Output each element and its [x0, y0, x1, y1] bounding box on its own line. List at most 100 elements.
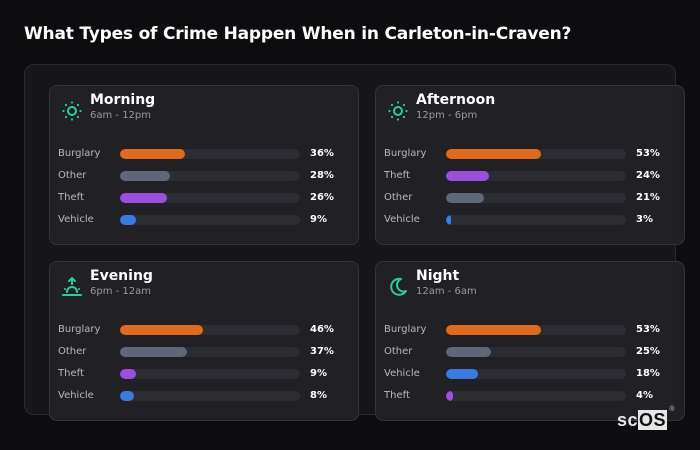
card-time-range: 12am - 6am [416, 286, 477, 297]
bar-fill [120, 325, 203, 335]
sun-icon [62, 101, 82, 121]
bar-track [446, 149, 626, 159]
crime-type-label: Vehicle [58, 390, 94, 401]
crime-type-label: Burglary [384, 324, 427, 335]
bar-fill [120, 171, 171, 181]
crime-row: Vehicle 9% [50, 213, 358, 227]
bar-fill [120, 149, 185, 159]
bar-track [446, 215, 626, 225]
moon-icon [390, 277, 407, 296]
bar-track [120, 391, 300, 401]
crime-row: Theft 9% [50, 367, 358, 381]
sunset-icon [62, 277, 82, 296]
crime-row: Other 37% [50, 345, 358, 359]
logo-sc: sc [617, 409, 639, 430]
crime-row: Burglary 36% [50, 147, 358, 161]
crime-type-label: Other [58, 170, 87, 181]
bar-fill [446, 171, 490, 181]
crime-type-label: Burglary [384, 148, 427, 159]
bar-fill [446, 347, 491, 357]
crime-row: Burglary 53% [376, 323, 684, 337]
card-time-range: 6am - 12pm [90, 110, 152, 121]
bar-fill [446, 193, 484, 203]
crime-row: Vehicle 8% [50, 389, 358, 403]
bar-track [446, 369, 626, 379]
crime-percent: 4% [636, 390, 653, 401]
crime-type-label: Theft [384, 390, 410, 401]
registered-mark: ® [669, 406, 676, 413]
bar-fill [446, 369, 479, 379]
crime-percent: 24% [636, 170, 660, 181]
crime-type-label: Vehicle [58, 214, 94, 225]
crime-row: Vehicle 18% [376, 367, 684, 381]
crime-type-label: Theft [384, 170, 410, 181]
crime-row: Theft 24% [376, 169, 684, 183]
crime-type-label: Other [384, 346, 413, 357]
bar-track [120, 325, 300, 335]
time-card-night: Night 12am - 6am Burglary 53% Other 25% … [375, 261, 685, 421]
card-title: Night [416, 268, 460, 284]
crime-percent: 18% [636, 368, 660, 379]
crime-row: Other 25% [376, 345, 684, 359]
crime-type-label: Burglary [58, 324, 101, 335]
crime-row: Other 28% [50, 169, 358, 183]
crime-type-label: Theft [58, 368, 84, 379]
crime-percent: 8% [310, 390, 327, 401]
crime-row: Other 21% [376, 191, 684, 205]
page-title: What Types of Crime Happen When in Carle… [24, 24, 572, 44]
bar-track [120, 369, 300, 379]
bar-fill [446, 215, 452, 225]
bar-fill [120, 391, 135, 401]
crime-percent: 3% [636, 214, 653, 225]
bar-track [446, 391, 626, 401]
crime-percent: 46% [310, 324, 334, 335]
bar-fill [120, 347, 187, 357]
card-time-range: 12pm - 6pm [416, 110, 478, 121]
bar-track [120, 215, 300, 225]
bar-track [446, 347, 626, 357]
card-title: Morning [90, 92, 156, 108]
crime-row: Burglary 46% [50, 323, 358, 337]
crime-percent: 28% [310, 170, 334, 181]
card-title: Afternoon [416, 92, 496, 108]
crime-percent: 36% [310, 148, 334, 159]
bar-track [120, 171, 300, 181]
bar-track [120, 193, 300, 203]
crime-percent: 53% [636, 324, 660, 335]
crime-row: Theft 26% [50, 191, 358, 205]
crime-type-label: Vehicle [384, 214, 420, 225]
bar-fill [446, 391, 454, 401]
crime-type-label: Other [384, 192, 413, 203]
crime-row: Vehicle 3% [376, 213, 684, 227]
crime-percent: 25% [636, 346, 660, 357]
scos-logo: sc OS ® [617, 406, 675, 430]
crime-type-label: Vehicle [384, 368, 420, 379]
bar-fill [446, 149, 542, 159]
bar-track [446, 193, 626, 203]
crime-percent: 21% [636, 192, 660, 203]
bar-fill [120, 193, 167, 203]
crime-type-label: Theft [58, 192, 84, 203]
crime-percent: 9% [310, 214, 327, 225]
time-card-evening: Evening 6pm - 12am Burglary 46% Other 37… [49, 261, 359, 421]
crime-percent: 53% [636, 148, 660, 159]
crime-type-label: Burglary [58, 148, 101, 159]
card-time-range: 6pm - 12am [90, 286, 152, 297]
bar-track [446, 325, 626, 335]
bar-fill [120, 369, 137, 379]
bar-track [446, 171, 626, 181]
crime-percent: 26% [310, 192, 334, 203]
bar-track [120, 347, 300, 357]
bar-fill [120, 215, 137, 225]
crime-row: Theft 4% [376, 389, 684, 403]
crime-percent: 37% [310, 346, 334, 357]
crime-row: Burglary 53% [376, 147, 684, 161]
logo-os: OS [638, 410, 668, 430]
bar-fill [446, 325, 542, 335]
time-card-morning: Morning 6am - 12pm Burglary 36% Other 28… [49, 85, 359, 245]
sun-icon [388, 101, 408, 121]
crime-percent: 9% [310, 368, 327, 379]
card-title: Evening [90, 268, 153, 284]
time-card-afternoon: Afternoon 12pm - 6pm Burglary 53% Theft … [375, 85, 685, 245]
bar-track [120, 149, 300, 159]
